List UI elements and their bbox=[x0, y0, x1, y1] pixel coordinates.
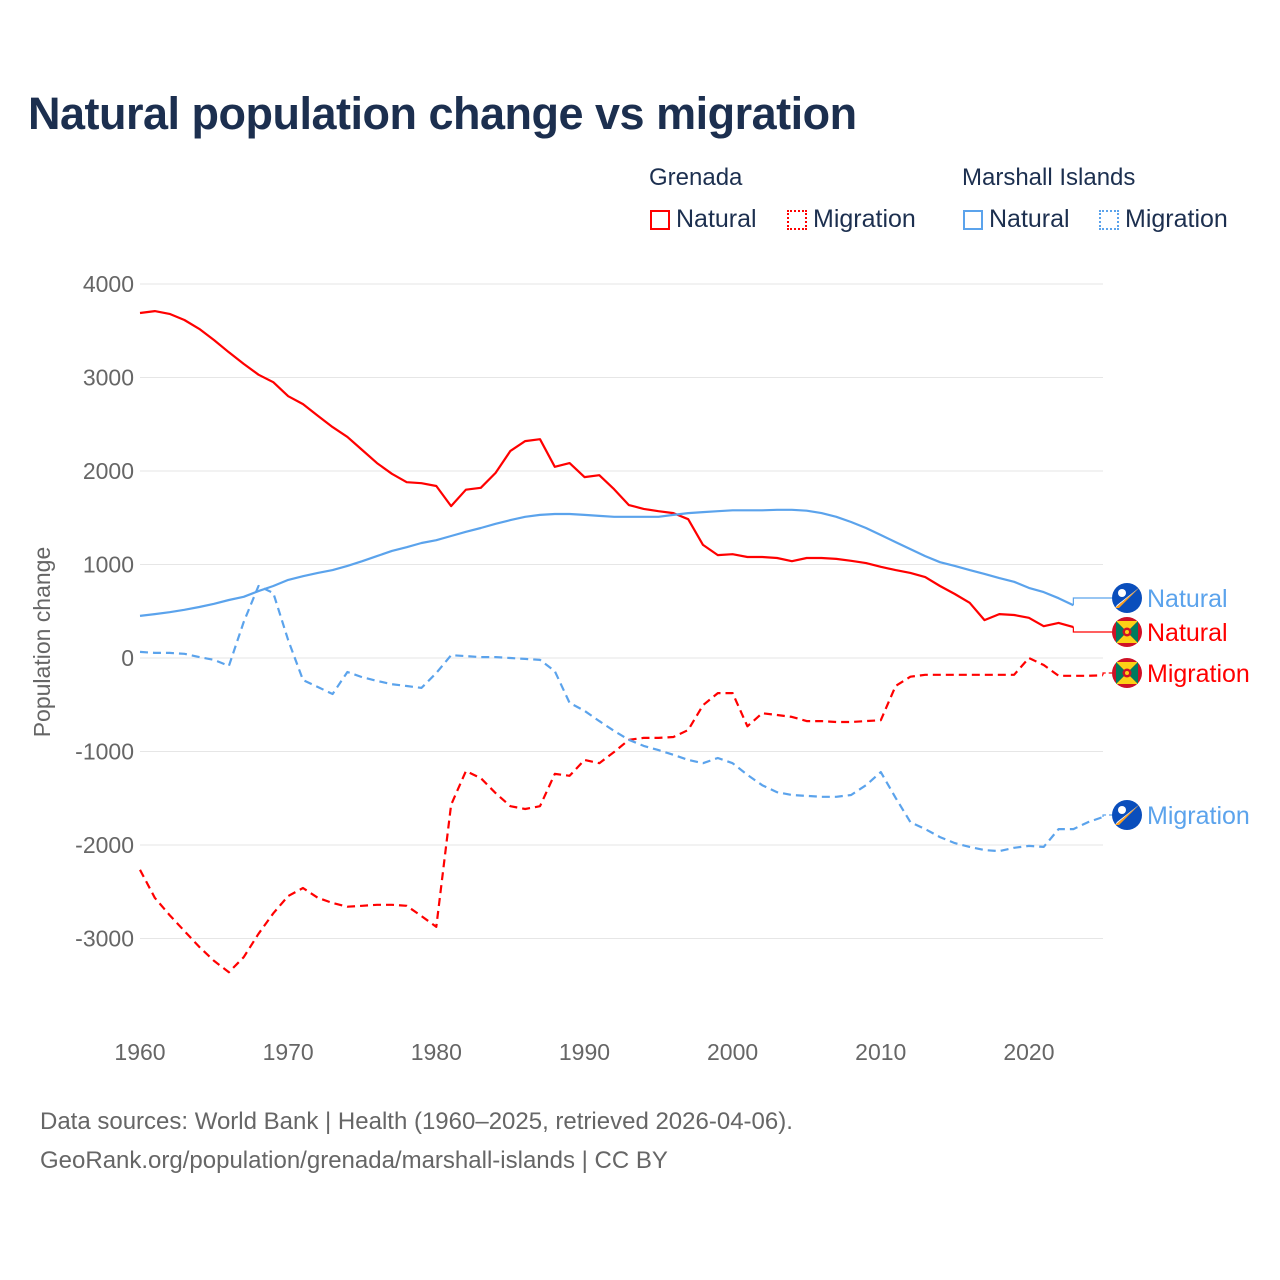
y-tick-label: 3000 bbox=[83, 365, 134, 391]
chart-title: Natural population change vs migration bbox=[28, 88, 857, 139]
legend-group-marshall-islands: Marshall Islands bbox=[962, 164, 1136, 191]
y-axis-label: Population change bbox=[29, 547, 55, 738]
grenada-flag-icon bbox=[1112, 617, 1142, 647]
x-tick-label: 1960 bbox=[114, 1039, 165, 1065]
end-label: Natural bbox=[1147, 619, 1228, 647]
footer-source: Data sources: World Bank | Health (1960–… bbox=[40, 1108, 793, 1135]
x-tick-label: 2000 bbox=[707, 1039, 758, 1065]
flag-white-stripe bbox=[1115, 587, 1140, 608]
flag-yellow bbox=[1116, 673, 1138, 684]
y-tick-label: 4000 bbox=[83, 271, 134, 297]
end-label: Migration bbox=[1147, 802, 1250, 830]
legend-swatch-dotted bbox=[1099, 209, 1119, 230]
series-line-grenada-migration bbox=[139, 656, 1104, 974]
flag-yellow bbox=[1116, 632, 1138, 643]
legend-label: Migration bbox=[813, 205, 916, 233]
legend-grenada-migration[interactable]: Migration bbox=[787, 205, 916, 234]
flag-green bbox=[1116, 621, 1127, 643]
grenada-flag-icon bbox=[1112, 658, 1142, 688]
series-line-marshall-islands-natural bbox=[139, 508, 1074, 617]
flag-green bbox=[1127, 662, 1138, 684]
y-tick-label: -3000 bbox=[75, 926, 134, 952]
x-tick-label: 2020 bbox=[1003, 1039, 1054, 1065]
legend-label: Natural bbox=[676, 205, 757, 233]
legend-marshall-natural[interactable]: Natural bbox=[963, 205, 1070, 234]
flag-star bbox=[1118, 589, 1126, 597]
legend-swatch-solid bbox=[963, 209, 983, 230]
legend-group-grenada: Grenada bbox=[649, 164, 743, 191]
y-tick-label: 0 bbox=[121, 645, 134, 671]
label-connector bbox=[1072, 597, 1112, 606]
label-connector bbox=[1102, 672, 1112, 676]
flag-yellow bbox=[1116, 621, 1138, 632]
x-tick-label: 1970 bbox=[263, 1039, 314, 1065]
legend-grenada-natural[interactable]: Natural bbox=[650, 205, 757, 234]
legend-label: Migration bbox=[1125, 205, 1228, 233]
y-tick-label: -1000 bbox=[75, 739, 134, 765]
label-connector bbox=[1072, 627, 1112, 633]
flag-star bbox=[1118, 806, 1126, 814]
series-line-grenada-natural bbox=[139, 310, 1074, 629]
footer-attribution[interactable]: GeoRank.org/population/grenada/marshall-… bbox=[40, 1147, 668, 1174]
flag-star bbox=[1125, 671, 1129, 675]
y-tick-label: 1000 bbox=[83, 552, 134, 578]
flag-yellow bbox=[1116, 662, 1138, 673]
flag-white-stripe bbox=[1115, 804, 1140, 825]
legend-swatch-solid bbox=[650, 209, 670, 230]
end-label: Natural bbox=[1147, 585, 1228, 613]
flag-star bbox=[1125, 630, 1129, 634]
y-tick-label: 2000 bbox=[83, 458, 134, 484]
marshall-islands-flag-icon bbox=[1112, 583, 1142, 613]
label-connector bbox=[1102, 814, 1112, 817]
legend-label: Natural bbox=[989, 205, 1070, 233]
legend-marshall-migration[interactable]: Migration bbox=[1099, 205, 1228, 234]
y-tick-label: -2000 bbox=[75, 832, 134, 858]
flag-green bbox=[1127, 621, 1138, 643]
flag-green bbox=[1116, 662, 1127, 684]
marshall-islands-flag-icon bbox=[1112, 800, 1142, 830]
x-tick-label: 2010 bbox=[855, 1039, 906, 1065]
x-tick-label: 1990 bbox=[559, 1039, 610, 1065]
legend-swatch-dotted bbox=[787, 209, 807, 230]
series-line-marshall-islands-migration bbox=[139, 584, 1104, 853]
end-label: Migration bbox=[1147, 660, 1250, 688]
x-tick-label: 1980 bbox=[411, 1039, 462, 1065]
